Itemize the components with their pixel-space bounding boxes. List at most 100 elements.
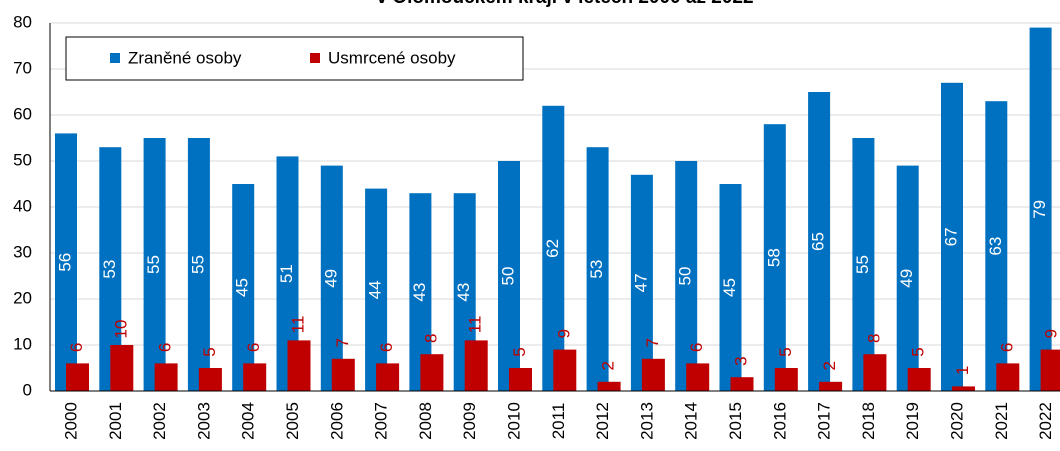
x-tick-label: 2004 bbox=[239, 402, 258, 440]
x-tick-label: 2010 bbox=[504, 402, 523, 440]
value-label: 63 bbox=[986, 237, 1005, 256]
bar bbox=[719, 184, 742, 391]
x-tick-label: 2013 bbox=[637, 402, 656, 440]
x-tick-label: 2016 bbox=[770, 402, 789, 440]
value-label: 44 bbox=[366, 280, 385, 299]
bar bbox=[464, 340, 488, 391]
bar bbox=[808, 92, 831, 391]
value-label: 9 bbox=[554, 329, 573, 338]
bar bbox=[896, 165, 919, 391]
bar bbox=[996, 363, 1020, 391]
bar bbox=[66, 363, 89, 391]
x-tick-label: 2005 bbox=[283, 402, 302, 440]
bar bbox=[55, 133, 77, 391]
y-tick-label: 50 bbox=[13, 150, 32, 169]
value-label: 49 bbox=[897, 269, 916, 288]
bar bbox=[498, 161, 520, 391]
x-tick-label: 2012 bbox=[593, 402, 612, 440]
legend-swatch bbox=[110, 53, 120, 63]
legend-label: Zraněné osoby bbox=[128, 48, 242, 67]
bar bbox=[675, 161, 698, 391]
legend-swatch bbox=[310, 53, 320, 63]
bar bbox=[232, 184, 255, 391]
x-tick-label: 2003 bbox=[194, 402, 213, 440]
x-tick-label: 2020 bbox=[947, 402, 966, 440]
bar bbox=[586, 147, 609, 391]
value-label: 55 bbox=[144, 255, 163, 274]
bar bbox=[630, 174, 653, 391]
bar bbox=[110, 345, 134, 391]
legend-label: Usmrcené osoby bbox=[328, 48, 456, 67]
chart-title: v Olomouckém kraji v letech 2000 až 2022 bbox=[376, 0, 753, 8]
value-label: 43 bbox=[454, 283, 473, 302]
value-label: 7 bbox=[643, 338, 662, 347]
bar bbox=[941, 82, 963, 392]
value-label: 58 bbox=[764, 248, 783, 267]
bar bbox=[1029, 27, 1052, 391]
bar bbox=[198, 368, 222, 391]
value-label: 8 bbox=[421, 333, 440, 342]
value-label: 45 bbox=[233, 278, 252, 297]
value-label: 79 bbox=[1030, 200, 1049, 219]
value-label: 6 bbox=[156, 343, 175, 352]
value-label: 2 bbox=[599, 361, 618, 370]
value-label: 6 bbox=[997, 343, 1016, 352]
value-label: 6 bbox=[687, 343, 706, 352]
y-tick-label: 10 bbox=[13, 334, 32, 353]
x-tick-label: 2019 bbox=[903, 402, 922, 440]
value-label: 55 bbox=[853, 255, 872, 274]
x-tick-label: 2018 bbox=[859, 402, 878, 440]
bar bbox=[553, 349, 577, 391]
bar bbox=[863, 354, 887, 391]
value-label: 50 bbox=[498, 267, 517, 286]
value-label: 7 bbox=[333, 338, 352, 347]
value-label: 10 bbox=[111, 320, 130, 339]
value-label: 50 bbox=[676, 267, 695, 286]
value-label: 53 bbox=[587, 260, 606, 279]
x-tick-label: 2009 bbox=[460, 402, 479, 440]
bar bbox=[1040, 349, 1060, 391]
x-tick-label: 2007 bbox=[372, 402, 391, 440]
x-tick-label: 2014 bbox=[682, 402, 701, 440]
value-label: 1 bbox=[953, 366, 972, 375]
bar bbox=[952, 386, 975, 391]
value-label: 5 bbox=[776, 347, 795, 356]
bar bbox=[597, 381, 621, 391]
value-label: 11 bbox=[288, 316, 307, 334]
value-label: 5 bbox=[909, 347, 928, 356]
x-tick-label: 2011 bbox=[549, 403, 568, 440]
value-label: 55 bbox=[188, 255, 207, 274]
y-tick-label: 30 bbox=[13, 242, 32, 261]
legend bbox=[65, 36, 524, 81]
x-tick-label: 2008 bbox=[416, 402, 435, 440]
bar bbox=[907, 368, 931, 391]
y-tick-label: 0 bbox=[23, 380, 32, 399]
bar bbox=[331, 358, 355, 391]
bar bbox=[365, 188, 388, 391]
y-tick-label: 20 bbox=[13, 288, 32, 307]
value-label: 45 bbox=[720, 278, 739, 297]
x-tick-label: 2002 bbox=[150, 402, 169, 440]
bar bbox=[774, 368, 798, 391]
y-tick-label: 60 bbox=[13, 104, 32, 123]
value-label: 53 bbox=[100, 260, 119, 279]
bar bbox=[509, 368, 532, 391]
x-tick-label: 2000 bbox=[61, 402, 80, 440]
bar bbox=[730, 377, 754, 391]
bar bbox=[154, 363, 178, 391]
value-label: 9 bbox=[1042, 329, 1060, 338]
bar bbox=[143, 138, 166, 391]
value-label: 5 bbox=[510, 347, 529, 356]
value-label: 3 bbox=[731, 356, 750, 365]
bar bbox=[641, 358, 665, 391]
bar bbox=[852, 138, 875, 391]
bar bbox=[187, 138, 210, 391]
value-label: 49 bbox=[321, 269, 340, 288]
value-label: 6 bbox=[67, 343, 86, 352]
value-label: 67 bbox=[941, 227, 960, 246]
x-tick-label: 2015 bbox=[726, 402, 745, 440]
bar bbox=[763, 124, 786, 391]
bar bbox=[320, 165, 343, 391]
bar bbox=[376, 363, 400, 391]
